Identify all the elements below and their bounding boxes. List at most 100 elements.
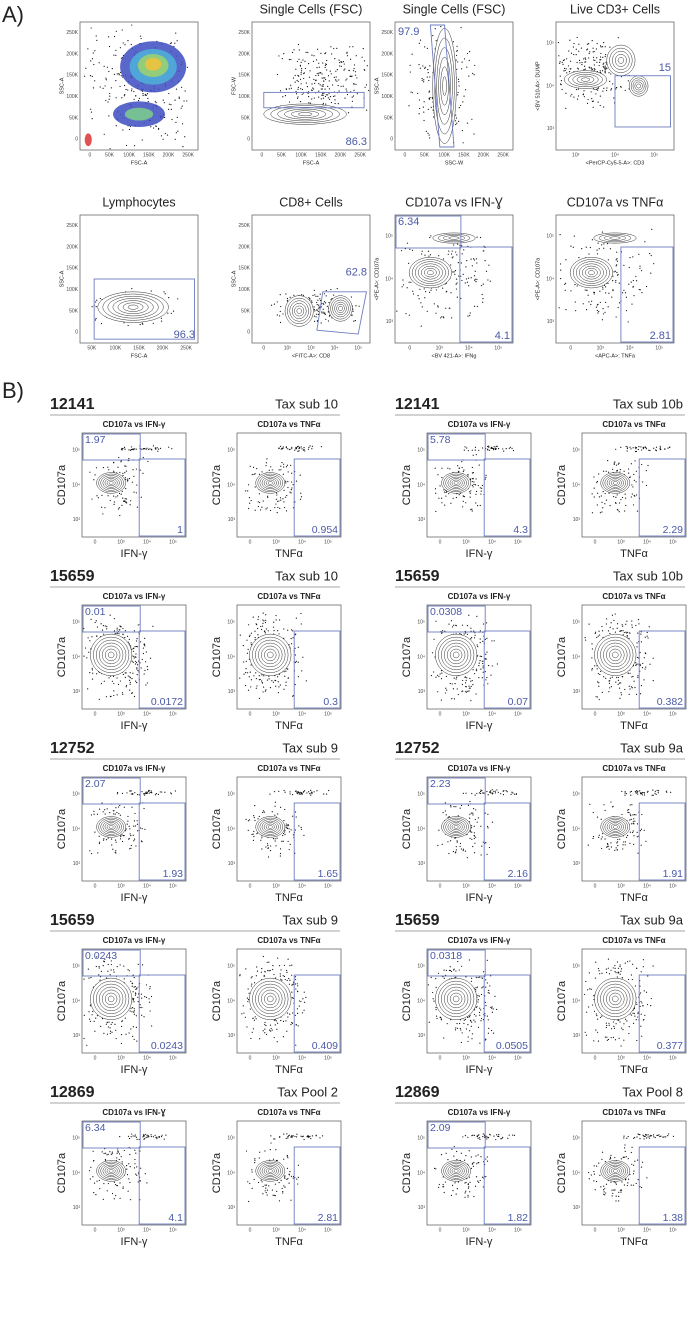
event-dot — [135, 95, 137, 97]
event-dot — [286, 297, 289, 300]
event-dot — [613, 495, 615, 498]
event-dot — [623, 289, 625, 291]
event-dot — [598, 630, 600, 632]
event-dot — [638, 288, 640, 291]
event-dot — [312, 294, 314, 297]
event-dot — [272, 968, 274, 971]
event-dot — [337, 84, 339, 87]
donor-id: 15659 — [50, 912, 95, 929]
event-dot — [134, 994, 137, 996]
event-dot — [441, 672, 443, 674]
event-dot — [593, 50, 595, 53]
event-dot — [142, 647, 145, 649]
plot-title: Single Cells (FSC) — [403, 2, 506, 16]
event-dot — [455, 283, 457, 285]
event-dot — [475, 668, 478, 670]
event-dot — [300, 73, 302, 75]
event-dot — [116, 793, 119, 795]
event-dot — [630, 463, 632, 465]
event-dot — [479, 790, 482, 793]
panel-label: B) — [2, 378, 24, 403]
event-dot — [96, 673, 98, 675]
event-dot — [595, 696, 597, 698]
event-dot — [351, 75, 353, 77]
event-dot — [275, 845, 277, 847]
event-dot — [315, 295, 317, 297]
event-dot — [298, 793, 300, 795]
event-dot — [125, 498, 128, 500]
event-dot — [105, 99, 107, 102]
event-dot — [480, 792, 482, 795]
event-dot — [295, 1044, 297, 1046]
contour — [445, 819, 467, 835]
event-dot — [635, 662, 637, 664]
event-dot — [428, 255, 430, 257]
event-dot — [116, 694, 118, 696]
event-dot — [619, 471, 621, 473]
event-dot — [442, 287, 444, 289]
event-dot — [140, 37, 142, 40]
plot-title: Lymphocytes — [102, 195, 175, 209]
event-dot — [591, 643, 593, 645]
event-dot — [283, 53, 285, 55]
event-dot — [156, 447, 158, 449]
event-dot — [435, 40, 437, 42]
event-dot — [494, 792, 497, 794]
x-tick-label: 10⁵ — [514, 711, 522, 717]
contour — [287, 297, 312, 325]
event-dot — [634, 450, 637, 453]
event-dot — [309, 793, 311, 795]
event-dot — [436, 674, 439, 676]
event-dot — [268, 678, 270, 680]
event-dot — [421, 253, 423, 255]
contour — [604, 475, 626, 491]
event-dot — [239, 975, 241, 977]
event-dot — [460, 297, 462, 300]
event-dot — [573, 53, 575, 56]
contour — [443, 817, 469, 837]
event-dot — [125, 684, 128, 687]
event-dot — [582, 303, 584, 305]
event-dot — [615, 259, 617, 261]
event-dot — [142, 652, 145, 655]
event-dot — [300, 612, 302, 615]
event-dot — [135, 845, 137, 847]
event-dot — [127, 324, 129, 327]
event-dot — [299, 498, 302, 500]
y-tick-label: 10³ — [547, 126, 555, 132]
event-dot — [601, 70, 604, 72]
event-dot — [623, 841, 625, 843]
event-dot — [630, 794, 632, 796]
event-dot — [351, 100, 354, 102]
event-dot — [440, 25, 442, 28]
event-dot — [283, 501, 285, 503]
contour — [93, 636, 130, 673]
event-dot — [624, 844, 626, 846]
event-dot — [462, 848, 465, 850]
event-dot — [311, 445, 313, 448]
event-dot — [126, 823, 128, 825]
event-dot — [635, 280, 638, 282]
event-dot — [638, 446, 640, 448]
event-dot — [123, 322, 125, 324]
event-dot — [285, 510, 288, 512]
event-dot — [628, 693, 630, 695]
event-dot — [609, 626, 611, 628]
x-tick-label: 100K — [110, 345, 122, 351]
contour — [630, 77, 647, 95]
event-dot — [485, 653, 487, 655]
x-tick-label: 10⁵ — [324, 711, 332, 717]
event-dot — [421, 79, 423, 81]
event-dot — [473, 630, 475, 632]
event-dot — [599, 104, 601, 107]
event-dot — [133, 825, 135, 827]
event-dot — [400, 250, 403, 252]
event-dot — [290, 643, 293, 645]
event-dot — [585, 61, 587, 63]
event-dot — [595, 88, 598, 90]
event-dot — [635, 663, 637, 665]
event-dot — [576, 67, 579, 69]
event-dot — [269, 793, 271, 795]
event-dot — [298, 450, 300, 452]
event-dot — [511, 791, 513, 793]
